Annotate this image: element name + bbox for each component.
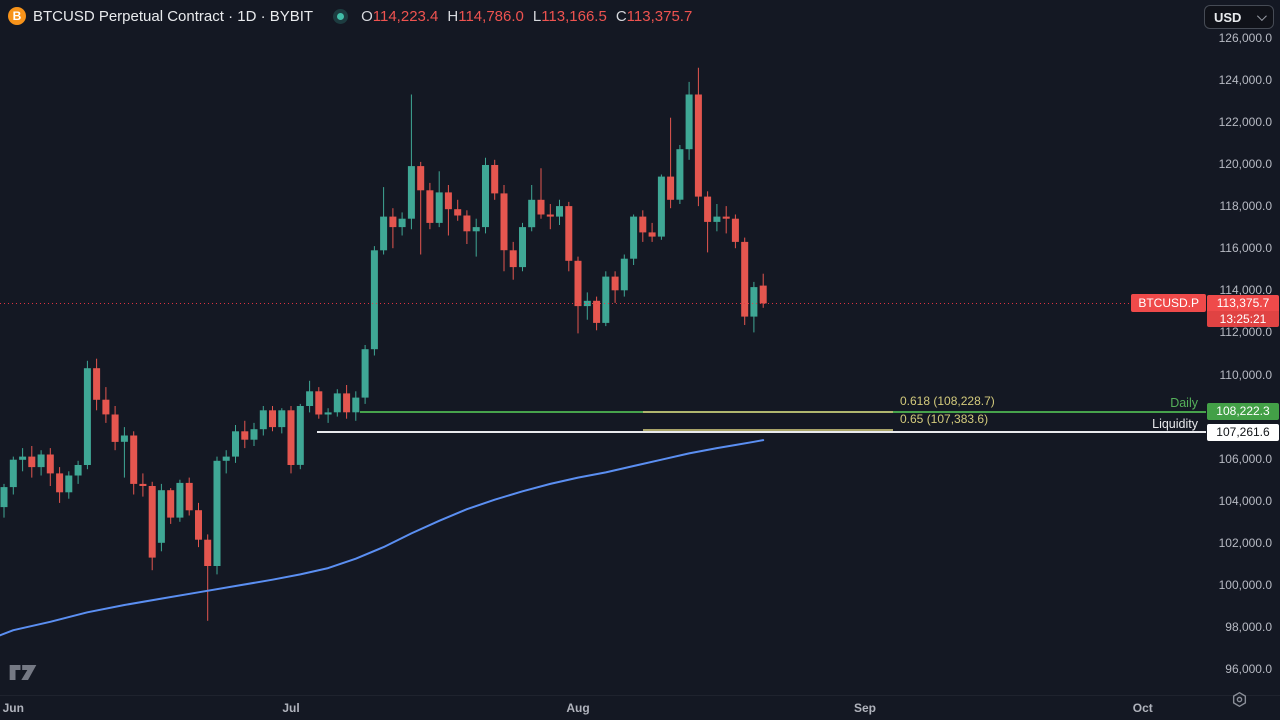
daily-level-price: 108,222.3 [1216,404,1270,419]
fib-618-label: 0.618 (108,228.7) [900,394,995,409]
low-value: 113,166.5 [541,7,607,25]
liquidity-level-price: 107,261.6 [1216,424,1270,439]
currency-value: USD [1214,9,1242,25]
market-status-icon[interactable] [333,8,349,24]
high-value: 114,786.0 [458,7,524,25]
price-tick-label: 102,000.0 [1218,535,1272,550]
time-tick-label: Jul [282,701,300,715]
chart-legend: B BTCUSD Perpetual Contract · 1D · BYBIT… [8,7,701,25]
price-tick-label: 110,000.0 [1219,367,1273,382]
time-tick-label: Jun [2,701,24,715]
symbol-price-flag[interactable]: BTCUSD.P [1131,294,1206,313]
candle-countdown: 13:25:21 [1207,310,1279,327]
close-value: 113,375.7 [626,7,693,25]
time-tick-label: Sep [853,701,877,715]
price-axis[interactable]: 126,000.0 124,000.0 122,000.0 120,000.0 118,… [1206,0,1280,695]
price-tick-label: 114,000.0 [1219,283,1273,298]
price-tick-label: 100,000.0 [1218,578,1272,592]
close-label: C [615,7,627,25]
daily-level-label: Daily [1170,396,1198,411]
fib-65-line[interactable] [643,428,893,431]
symbol-title[interactable]: BTCUSD Perpetual Contract · 1D · BYBIT [33,7,314,25]
fib-618-line[interactable] [643,410,893,413]
time-tick-label: Oct [1132,701,1153,715]
price-tick-label: 120,000.0 [1218,157,1272,171]
liquidity-level-axis-badge[interactable]: 107,261.6 [1207,423,1279,441]
market-status-dot [337,12,345,20]
price-tick-label: 98,000.0 [1225,620,1272,635]
chevron-down-icon [1256,10,1267,21]
low-label: L [532,7,542,25]
high-label: H [447,7,459,25]
price-tick-label: 122,000.0 [1218,114,1272,129]
time-tick-label: Aug [566,701,590,715]
open-value: 114,223.4 [372,7,439,25]
current-price-value: 113,375.7 [1207,294,1279,311]
tradingview-logo[interactable] [8,663,38,687]
open-label: O [361,7,373,25]
ma-line [0,439,765,637]
price-tick-label: 116,000.0 [1219,241,1273,256]
price-tick-label: 118,000.0 [1219,199,1273,214]
price-tick-label: 104,000.0 [1218,493,1272,508]
price-scale-settings-icon[interactable] [1231,691,1248,713]
price-tick-label: 106,000.0 [1218,451,1272,466]
current-price-axis-badge[interactable]: 113,375.7 13:25:21 [1207,294,1279,327]
liquidity-level-label: Liquidity [1152,417,1198,432]
fib-65-label: 0.65 (107,383.6) [900,412,989,426]
btc-symbol-icon: B [8,7,26,25]
price-tick-label: 96,000.0 [1225,662,1272,677]
liquidity-level-line[interactable] [317,431,1206,434]
price-tick-label: 124,000.0 [1218,72,1272,87]
candles-series [0,67,767,621]
price-tick-label: 112,000.0 [1219,325,1273,340]
current-price-line[interactable] [0,302,1206,304]
ohlc-values: O114,223.4 H114,786.0 L113,166.5 C113,37… [361,8,701,25]
price-tick-label: 126,000.0 [1218,30,1272,45]
time-axis[interactable]: Jun Jul Aug Sep Oct [0,695,1280,720]
currency-dropdown[interactable]: USD [1204,5,1274,29]
daily-level-axis-badge[interactable]: 108,222.3 [1207,403,1279,421]
